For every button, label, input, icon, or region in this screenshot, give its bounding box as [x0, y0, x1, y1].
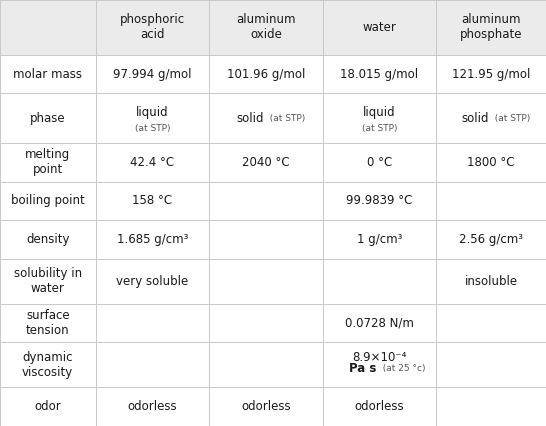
- Bar: [209, 387, 323, 426]
- Text: 8.9×10⁻⁴: 8.9×10⁻⁴: [352, 351, 407, 364]
- Text: 2.56 g/cm³: 2.56 g/cm³: [459, 233, 523, 246]
- Text: molar mass: molar mass: [13, 68, 82, 81]
- Bar: [209, 220, 323, 259]
- Text: dynamic
viscosity: dynamic viscosity: [22, 351, 73, 379]
- Text: 97.994 g/mol: 97.994 g/mol: [113, 68, 192, 81]
- Text: liquid: liquid: [136, 106, 169, 119]
- Text: 42.4 °C: 42.4 °C: [130, 156, 174, 169]
- Text: 2040 °C: 2040 °C: [242, 156, 290, 169]
- Text: water: water: [363, 21, 396, 34]
- Bar: [209, 93, 323, 143]
- Bar: [436, 220, 546, 259]
- Bar: [0, 343, 96, 387]
- Text: 1800 °C: 1800 °C: [467, 156, 515, 169]
- Bar: [209, 0, 323, 55]
- Text: surface
tension: surface tension: [26, 309, 69, 337]
- Text: 1.685 g/cm³: 1.685 g/cm³: [117, 233, 188, 246]
- Text: density: density: [26, 233, 69, 246]
- Bar: [323, 181, 436, 220]
- Bar: [96, 259, 209, 304]
- Bar: [0, 259, 96, 304]
- Text: melting
point: melting point: [25, 148, 70, 176]
- Bar: [96, 343, 209, 387]
- Text: liquid: liquid: [363, 106, 396, 119]
- Text: odorless: odorless: [355, 400, 404, 413]
- Bar: [96, 93, 209, 143]
- Bar: [323, 93, 436, 143]
- Text: 0.0728 N/m: 0.0728 N/m: [345, 317, 414, 330]
- Bar: [0, 387, 96, 426]
- Text: 18.015 g/mol: 18.015 g/mol: [340, 68, 419, 81]
- Text: very soluble: very soluble: [116, 275, 188, 288]
- Bar: [0, 143, 96, 181]
- Bar: [436, 0, 546, 55]
- Text: boiling point: boiling point: [11, 194, 85, 207]
- Bar: [209, 181, 323, 220]
- Text: insoluble: insoluble: [465, 275, 518, 288]
- Bar: [436, 55, 546, 93]
- Text: solid: solid: [461, 112, 489, 125]
- Text: aluminum
oxide: aluminum oxide: [236, 13, 295, 41]
- Text: (at STP): (at STP): [134, 124, 170, 132]
- Text: 0 °C: 0 °C: [367, 156, 392, 169]
- Text: 101.96 g/mol: 101.96 g/mol: [227, 68, 305, 81]
- Text: (at 25 °c): (at 25 °c): [377, 364, 425, 373]
- Text: Pa s: Pa s: [349, 362, 377, 375]
- Bar: [323, 55, 436, 93]
- Bar: [436, 143, 546, 181]
- Bar: [209, 343, 323, 387]
- Text: (at STP): (at STP): [489, 114, 530, 123]
- Bar: [323, 259, 436, 304]
- Bar: [323, 304, 436, 343]
- Bar: [323, 220, 436, 259]
- Bar: [209, 55, 323, 93]
- Bar: [0, 220, 96, 259]
- Bar: [436, 259, 546, 304]
- Bar: [96, 304, 209, 343]
- Bar: [96, 55, 209, 93]
- Text: 158 °C: 158 °C: [132, 194, 173, 207]
- Bar: [436, 304, 546, 343]
- Text: phase: phase: [30, 112, 66, 125]
- Bar: [436, 181, 546, 220]
- Bar: [209, 143, 323, 181]
- Bar: [0, 181, 96, 220]
- Text: phosphoric
acid: phosphoric acid: [120, 13, 185, 41]
- Text: (at STP): (at STP): [361, 124, 397, 132]
- Bar: [209, 304, 323, 343]
- Bar: [436, 343, 546, 387]
- Bar: [0, 304, 96, 343]
- Bar: [323, 0, 436, 55]
- Text: solubility in
water: solubility in water: [14, 267, 82, 295]
- Bar: [0, 0, 96, 55]
- Bar: [0, 93, 96, 143]
- Text: (at STP): (at STP): [264, 114, 305, 123]
- Bar: [96, 0, 209, 55]
- Bar: [0, 55, 96, 93]
- Bar: [436, 387, 546, 426]
- Text: 1 g/cm³: 1 g/cm³: [357, 233, 402, 246]
- Text: 121.95 g/mol: 121.95 g/mol: [452, 68, 530, 81]
- Text: solid: solid: [236, 112, 264, 125]
- Bar: [96, 143, 209, 181]
- Bar: [96, 220, 209, 259]
- Bar: [323, 343, 436, 387]
- Text: odorless: odorless: [241, 400, 290, 413]
- Bar: [96, 387, 209, 426]
- Bar: [323, 143, 436, 181]
- Text: odor: odor: [34, 400, 61, 413]
- Text: 99.9839 °C: 99.9839 °C: [346, 194, 413, 207]
- Bar: [96, 181, 209, 220]
- Text: odorless: odorless: [128, 400, 177, 413]
- Bar: [323, 387, 436, 426]
- Bar: [436, 93, 546, 143]
- Text: aluminum
phosphate: aluminum phosphate: [460, 13, 523, 41]
- Bar: [209, 259, 323, 304]
